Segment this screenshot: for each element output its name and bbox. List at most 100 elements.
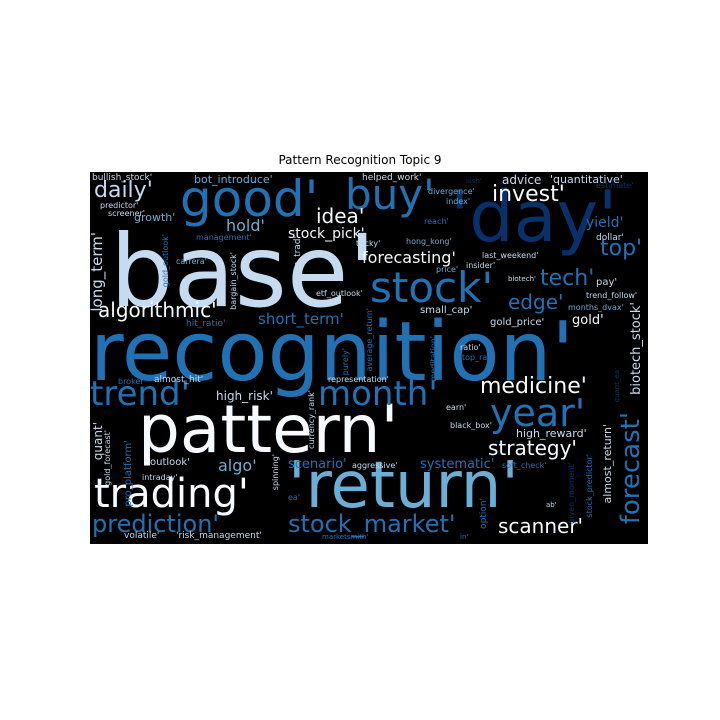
word-hold: hold' (226, 216, 265, 235)
word-month: month' (318, 374, 438, 414)
word-year: year' (490, 391, 586, 435)
word-reach: reach' (424, 217, 449, 226)
word-almost-return: almost_return' (601, 424, 614, 504)
word-ab: ab' (546, 501, 557, 509)
word-almost-hit: almost_hit' (154, 375, 204, 385)
word-estimate: estimate' (596, 181, 634, 190)
word-carrera: carrera' (176, 257, 207, 266)
word-purely: purely' (341, 348, 350, 376)
word-cloud: base' recognition' pattern' 'return' 'da… (90, 172, 648, 544)
word-algo: algo' (218, 456, 257, 475)
word-high-reward: high_reward' (516, 427, 587, 440)
word-pay: pay' (596, 277, 618, 288)
word-months-dvax: months_dvax' (568, 303, 624, 312)
word-ratio: ratio' (460, 343, 481, 352)
word-hong-kong: hong_kong' (406, 237, 452, 246)
word-pattern: pattern' (138, 391, 399, 468)
word-scanner: scanner' (498, 514, 584, 538)
word-divergence: divergence' (428, 187, 475, 196)
word-idea: idea' (316, 204, 365, 228)
word-quant-ea: quant_ea' (613, 368, 621, 403)
word-risk-management: 'risk_management' (176, 531, 262, 541)
word-soft-check: soft_check' (502, 461, 547, 470)
word-algorithmic: algorithmic' (98, 298, 217, 322)
word-iiish: iiish' (466, 177, 482, 185)
word-forecasting: forecasting' (362, 248, 456, 267)
word-small-cap: small_cap' (420, 305, 473, 316)
word-aggressive: aggressive' (352, 461, 398, 470)
word-prediction: prediction' (92, 510, 220, 538)
word-short-term: short_term' (258, 310, 344, 328)
word-biotech-stock: biotech_stock' (629, 302, 644, 395)
word-top: top' (600, 236, 643, 261)
word-return: 'return' (288, 449, 519, 523)
word-dollar: dollar' (596, 233, 624, 243)
word-growth: growth' (134, 211, 176, 224)
word-insider: insider' (466, 261, 496, 270)
word-edge: edge' (508, 290, 564, 314)
word-scenario: scenario' (288, 457, 347, 472)
word-predictor: predictor' (100, 201, 139, 210)
word-average-return: average_return' (365, 308, 374, 372)
word-last-weekend: last_weekend' (482, 251, 539, 260)
word-index: index' (446, 197, 471, 206)
word-daily: daily' (94, 178, 153, 203)
word-medicine: medicine' (480, 374, 587, 399)
word-screener: screener' (108, 209, 146, 218)
word-gold-price: gold_price' (490, 317, 545, 328)
word-earn: earn' (446, 403, 467, 412)
word-spinning: spinning' (271, 454, 280, 491)
word-good: good' (180, 172, 319, 228)
word-stock-market: stock_market' (288, 510, 456, 538)
plot-title: Pattern Recognition Topic 9 (278, 153, 442, 167)
word-trend-follow: trend_follow' (586, 291, 638, 300)
word-tech: tech' (540, 266, 595, 291)
word-marketsmith: marketsmith' (322, 533, 369, 541)
word-management: management' (196, 233, 252, 242)
word-base: base' (110, 213, 376, 330)
word-option: option' (479, 498, 489, 529)
word-currency-rank: currency_rank' (307, 390, 316, 449)
word-high-risk: high_risk' (216, 389, 273, 403)
word-stock-predictor: stock_predictor' (585, 454, 594, 518)
word-helped-work: helped_work' (362, 173, 422, 183)
word-bot-introduce: bot_introduce' (194, 173, 273, 186)
word-stock-pick: stock_pick' (288, 226, 365, 242)
word-atom-trad: atom_trad' (293, 236, 303, 285)
word-buy: buy' (345, 172, 435, 219)
word-bullish-stock: bullish_stock' (92, 173, 153, 183)
word-yield: yield' (586, 215, 624, 231)
word-gold: gold' (572, 313, 604, 328)
word-biotech: biotech' (508, 275, 536, 283)
word-broker: broker' (118, 377, 146, 386)
word-trend: trend' (90, 374, 190, 414)
word-stock: stock' (370, 263, 494, 312)
word-gold-outlook: gold_outlook' (161, 234, 170, 288)
word-outlook: outlook' (150, 457, 190, 468)
word-black-box: black_box' (450, 421, 492, 430)
word-day: 'day' (450, 176, 618, 258)
word-representation: representation' (328, 375, 389, 384)
word-ea: ea' (288, 493, 301, 502)
word-quantitative: 'quantitative' (550, 173, 623, 186)
word-price: price' (436, 265, 459, 274)
word-tricky: tricky' (356, 239, 381, 248)
word-advice: advice (502, 173, 542, 187)
word-bargain-stock: bargain_stock' (229, 252, 238, 310)
word-meditation: meditation' (429, 336, 438, 382)
word-intraday: intraday' (142, 473, 178, 482)
word-long-term: long_term' (90, 232, 106, 312)
word-strategy: strategy' (488, 436, 577, 460)
word-recognition: recognition' (90, 305, 575, 400)
word-top-rat: top_rat' (462, 353, 493, 362)
word-invest: invest' (492, 182, 565, 207)
word-gold-forecast: gold_forecast' (103, 430, 112, 486)
word-hit-ratio: hit_ratio' (186, 319, 226, 329)
word-systematic: systematic' (420, 457, 495, 472)
word-volatile: volatile' (124, 531, 160, 541)
word-pro-platform: pro_platform' (123, 440, 134, 507)
word-in: in' (460, 533, 469, 541)
word-given-moment: given_moment' (567, 462, 576, 524)
word-etf-outlook: etf_outlook' (316, 289, 363, 298)
word-trading: trading' (94, 471, 249, 517)
